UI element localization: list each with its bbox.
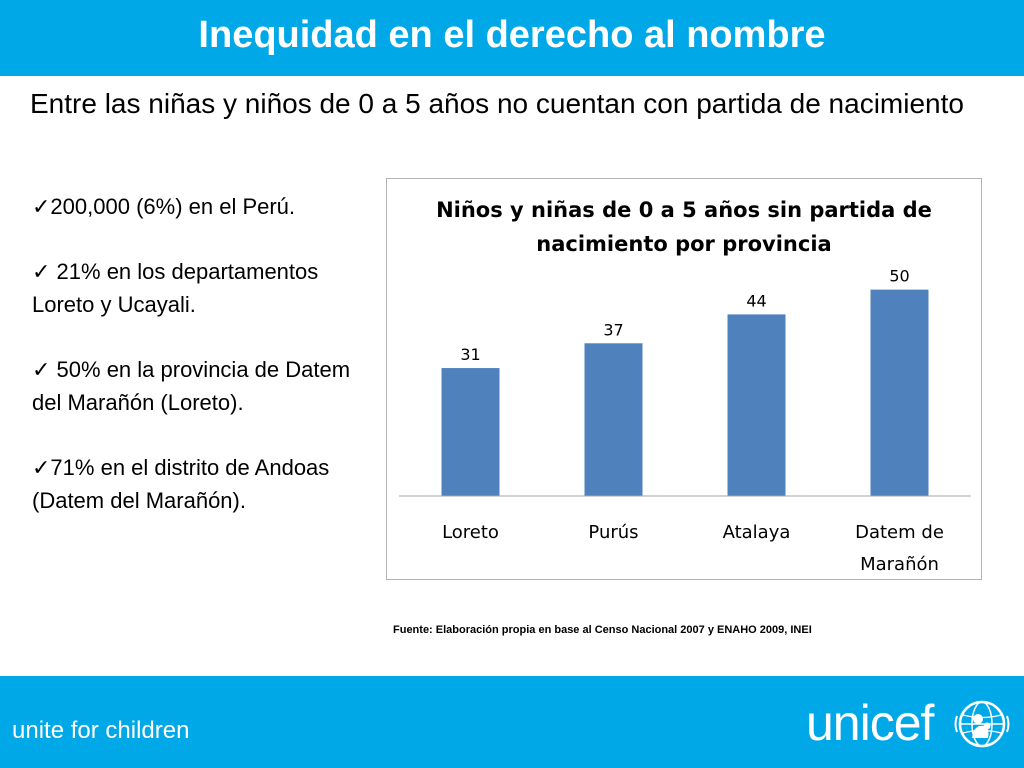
data-label: 37 (603, 320, 623, 339)
slide-title: Inequidad en el derecho al nombre (198, 14, 826, 56)
data-label: 50 (889, 267, 909, 286)
slide-subtitle: Entre las niñas y niños de 0 a 5 años no… (30, 88, 964, 119)
chart-title: nacimiento por provincia (536, 232, 831, 256)
chart-title: Niños y niñas de 0 a 5 años sin partida … (436, 198, 932, 222)
bullet-item: ✓200,000 (6%) en el Perú. (32, 194, 296, 219)
bar-chart: Niños y niñas de 0 a 5 años sin partida … (399, 198, 971, 575)
footer-tagline: unite for children (12, 717, 190, 744)
bullet-list: ✓200,000 (6%) en el Perú. ✓ 21% en los d… (32, 190, 362, 549)
category-label: Purús (588, 522, 638, 543)
bullet-item: ✓ 21% en los departamentos Loreto y Ucay… (32, 259, 319, 317)
category-label: Marañón (860, 554, 939, 575)
bullet-item: ✓ 50% en la provincia de Datem del Marañ… (32, 357, 351, 415)
chart-bar (584, 343, 643, 496)
header-bar (0, 0, 1024, 76)
data-label: 31 (460, 345, 480, 364)
category-label: Atalaya (723, 522, 791, 543)
category-label: Datem de (855, 522, 944, 543)
source-note: Fuente: Elaboración propia en base al Ce… (393, 624, 812, 636)
category-label: Loreto (442, 522, 499, 543)
unicef-emblem-icon (954, 700, 1010, 748)
chart-bar (441, 368, 500, 496)
footer-bar (0, 676, 1024, 768)
logo-wordmark: unicef (806, 695, 934, 751)
chart-bar (727, 314, 786, 496)
unicef-logo: unicef (806, 694, 1016, 754)
chart-bar (870, 289, 929, 496)
data-label: 44 (746, 291, 766, 310)
bullet-item: ✓71% en el distrito de Andoas (Datem del… (32, 455, 330, 513)
chart-frame: Niños y niñas de 0 a 5 años sin partida … (386, 178, 982, 580)
